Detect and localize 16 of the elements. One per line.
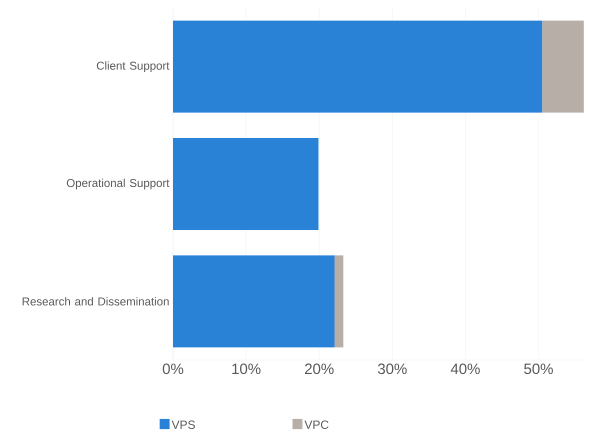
- bar: [173, 255, 335, 348]
- x-tick-label: 0%: [162, 363, 184, 374]
- x-tick-label: 10%: [232, 363, 261, 374]
- x-tick-label: 50%: [524, 363, 553, 374]
- bar: [173, 20, 542, 113]
- x-tick-label: 30%: [378, 363, 407, 374]
- bar: [542, 20, 584, 113]
- legend-label: VPC: [304, 420, 329, 429]
- y-tick-label: Research and Dissemination: [22, 296, 169, 306]
- y-tick-label: Client Support: [96, 61, 170, 72]
- x-tick-label: 20%: [304, 363, 334, 374]
- bar: [334, 255, 344, 348]
- y-tick-label: Operational Support: [66, 178, 170, 190]
- bar: [173, 138, 318, 230]
- legend-label: VPS: [172, 420, 195, 429]
- x-tick-label: 40%: [450, 363, 480, 374]
